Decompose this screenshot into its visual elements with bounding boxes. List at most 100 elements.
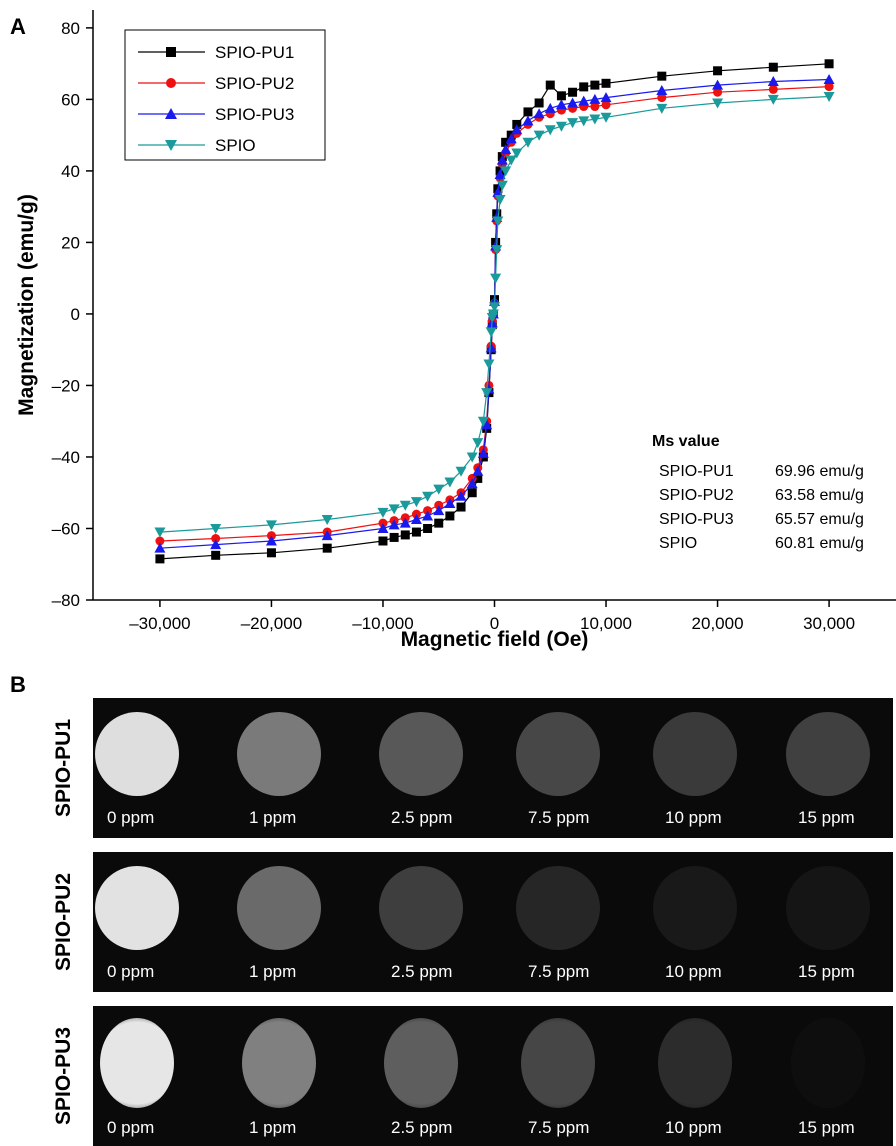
data-point-triangle-down — [472, 438, 484, 449]
data-point-triangle-down — [154, 527, 166, 538]
data-point-square — [713, 66, 723, 76]
data-point-triangle-down — [522, 137, 534, 148]
data-point-triangle-up — [823, 73, 835, 84]
y-tick-label: 60 — [61, 90, 80, 109]
data-point-triangle-up — [444, 497, 456, 508]
mri-strip-spio-pu1: 0 ppm 1 ppm 2.5 ppm 7.5 ppm 10 ppm 15 ppm — [93, 698, 893, 838]
data-point-triangle-down — [712, 98, 724, 109]
mri-phantom — [658, 1018, 732, 1108]
mri-phantom — [786, 866, 870, 950]
data-point-square — [467, 488, 477, 498]
data-point-triangle-down — [466, 452, 478, 463]
data-point-triangle-up — [399, 517, 411, 528]
data-point-square — [590, 80, 600, 90]
x-tick-label: 30,000 — [803, 614, 855, 633]
mri-strip-spio-pu3: 0 ppm 1 ppm 2.5 ppm 7.5 ppm 10 ppm 15 ppm — [93, 1006, 893, 1146]
data-point-triangle-down — [487, 309, 499, 320]
data-point-square — [579, 82, 589, 92]
data-point-triangle-down — [485, 327, 497, 338]
mri-concentration-label: 15 ppm — [798, 962, 855, 981]
mri-row-label-text: SPIO-PU3 — [52, 1026, 75, 1126]
data-point-triangle-down — [578, 116, 590, 127]
mri-concentration-label: 10 ppm — [665, 808, 722, 827]
x-tick-label: 10,000 — [580, 614, 632, 633]
mri-concentration-label: 0 ppm — [107, 1118, 155, 1137]
panel-a-letter: A — [10, 14, 26, 39]
axes-group: –80 –60 –40 –20 0 20 40 60 80 –30,000 –20,000 –10,0… — [15, 10, 896, 651]
data-point-triangle-up — [505, 133, 517, 144]
annotation-series-name: SPIO-PU3 — [659, 511, 734, 528]
annotation-ms-value: 65.57 emu/g — [775, 511, 864, 528]
data-point-triangle-up — [154, 542, 166, 553]
data-point-triangle-up — [265, 535, 277, 546]
mri-concentration-label: 15 ppm — [798, 1118, 855, 1137]
data-point-square — [423, 523, 433, 533]
data-point-triangle-down — [511, 148, 523, 159]
mri-concentration-label: 7.5 ppm — [528, 1118, 590, 1137]
y-tick-label: –80 — [52, 591, 80, 610]
data-point-triangle-down — [544, 125, 556, 136]
data-point-triangle-up — [433, 505, 445, 516]
data-point-triangle-down — [490, 273, 502, 284]
mri-phantom — [95, 866, 179, 950]
y-tick-label: 0 — [71, 305, 80, 324]
data-point-square — [411, 527, 421, 537]
data-point-triangle-down — [388, 504, 400, 515]
data-point-square — [556, 91, 566, 101]
data-point-square — [378, 536, 388, 546]
legend-label: SPIO-PU3 — [215, 105, 294, 124]
data-point-triangle-up — [555, 99, 567, 110]
data-point-triangle-up — [388, 519, 400, 530]
legend-label: SPIO-PU1 — [215, 43, 294, 62]
y-tick-label: 20 — [61, 233, 80, 252]
mri-concentration-label: 7.5 ppm — [528, 962, 590, 981]
mri-phantom — [516, 866, 600, 950]
mri-row-label-text: SPIO-PU1 — [52, 718, 75, 818]
data-point-triangle-down — [505, 155, 517, 166]
data-point-triangle-up — [472, 465, 484, 476]
mri-row-label: SPIO-PU3 — [44, 1006, 84, 1146]
data-point-triangle-down — [767, 94, 779, 105]
data-point-triangle-down — [321, 515, 333, 526]
annotation-ms-value: 69.96 emu/g — [775, 463, 864, 480]
data-point-triangle-up — [165, 108, 177, 119]
data-point-triangle-up — [589, 93, 601, 104]
data-point-triangle-up — [544, 102, 556, 113]
data-point-triangle-down — [496, 180, 508, 191]
mri-concentration-label: 7.5 ppm — [528, 808, 590, 827]
mri-phantom — [786, 712, 870, 796]
data-point-triangle-down — [477, 416, 489, 427]
data-point-square — [501, 137, 511, 147]
y-tick-label: –20 — [52, 376, 80, 395]
mri-concentration-label: 0 ppm — [107, 962, 155, 981]
data-point-triangle-down — [589, 114, 601, 125]
data-point-triangle-down — [433, 484, 445, 495]
data-point-triangle-down — [656, 103, 668, 114]
data-point-triangle-down — [489, 302, 500, 313]
y-tick-label: –60 — [52, 519, 80, 538]
y-tick-label: –40 — [52, 448, 80, 467]
mri-concentration-label: 1 ppm — [249, 962, 297, 981]
panel-b-letter: B — [10, 672, 26, 697]
mri-phantom — [379, 712, 463, 796]
mri-phantom — [653, 866, 737, 950]
data-point-triangle-up — [500, 143, 512, 154]
mri-phantom — [516, 712, 600, 796]
data-point-square — [545, 80, 555, 90]
data-point-triangle-up — [455, 490, 467, 501]
data-point-triangle-down — [555, 121, 567, 132]
data-point-triangle-up — [496, 154, 508, 165]
data-point-square — [473, 473, 483, 483]
x-tick-label: –30,000 — [129, 614, 190, 633]
data-point-circle — [824, 82, 834, 92]
magnetization-chart: –80 –60 –40 –20 0 20 40 60 80 –30,000 –20,000 –10,0… — [15, 10, 896, 651]
data-point-square — [768, 62, 778, 72]
data-point-triangle-up — [494, 168, 506, 179]
mri-concentration-label: 2.5 ppm — [391, 1118, 453, 1137]
mri-phantom — [100, 1018, 174, 1108]
x-tick-label: –10,000 — [352, 614, 413, 633]
legend-label: SPIO — [215, 136, 256, 155]
data-point-triangle-up — [578, 95, 590, 106]
data-point-triangle-up — [522, 115, 534, 126]
data-point-square — [601, 78, 611, 88]
